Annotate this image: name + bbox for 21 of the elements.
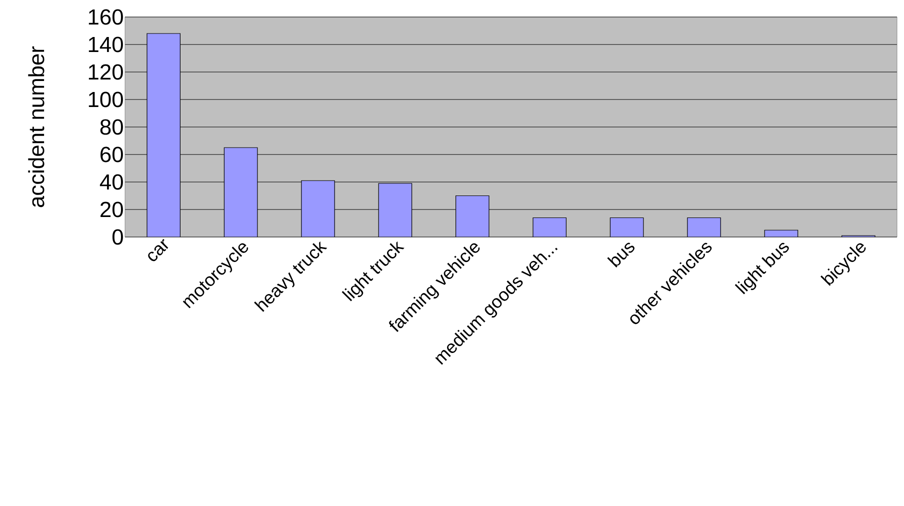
- bar: [532, 217, 567, 237]
- bar: [610, 217, 644, 237]
- bar: [301, 180, 335, 237]
- x-tick-label: light bus: [734, 242, 789, 294]
- y-axis-title: accident number: [28, 46, 44, 208]
- y-tick-label: 60: [100, 146, 123, 162]
- y-tick-label: 100: [88, 92, 123, 108]
- y-tick-label: 0: [112, 229, 123, 245]
- x-tick-label: bus: [607, 242, 634, 268]
- y-tick-label: 140: [88, 36, 123, 52]
- bar: [687, 217, 721, 237]
- y-tick-label: 120: [88, 64, 123, 80]
- y-tick-label: 80: [100, 119, 123, 135]
- y-tick-label: 20: [100, 202, 123, 218]
- y-tick-label: 160: [88, 9, 123, 25]
- bar: [224, 147, 258, 237]
- bar: [456, 195, 490, 237]
- y-tick-label: 40: [100, 174, 123, 190]
- x-tick-label: car: [148, 238, 168, 262]
- bar: [378, 183, 412, 237]
- bar: [146, 33, 180, 237]
